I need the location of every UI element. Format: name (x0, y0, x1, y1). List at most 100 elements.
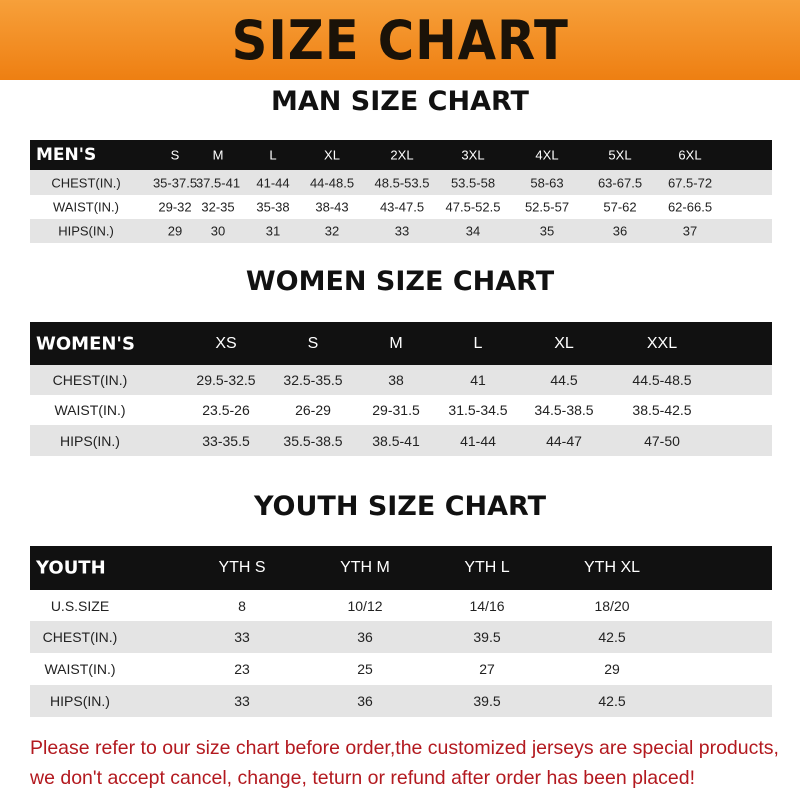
size-column-header: XL (324, 147, 340, 163)
table-cell: 44.5 (550, 372, 578, 388)
header-label: MEN'S (36, 145, 97, 165)
table-cell: 31.5-34.5 (448, 402, 508, 418)
table-cell: 10/12 (347, 597, 383, 614)
table-cell: 27 (479, 661, 495, 677)
row-label: HIPS(IN.) (50, 693, 110, 709)
table-cell: 29-32 (158, 199, 192, 215)
table-cell: 14/16 (469, 597, 505, 614)
table-cell: 29 (604, 661, 620, 677)
table-cell: 25 (357, 661, 373, 677)
size-column-header: 6XL (678, 147, 702, 163)
size-column-header: YTH S (218, 559, 266, 576)
table-cell: 32-35 (201, 199, 235, 215)
table-cell: 42.5 (598, 629, 626, 645)
title-banner: SIZE CHART (0, 0, 800, 80)
size-column-header: 3XL (461, 147, 485, 163)
size-column-header: M (389, 334, 403, 352)
table-cell: 39.5 (473, 629, 501, 645)
table-cell: 37 (682, 223, 698, 239)
table-cell: 29.5-32.5 (196, 372, 256, 388)
table-cell: 44-47 (546, 432, 582, 449)
row-label: CHEST(IN.) (51, 175, 121, 190)
table-cell: 36 (612, 223, 628, 239)
header-label: WOMEN'S (36, 333, 135, 354)
table-cell: 32.5-35.5 (283, 372, 343, 388)
size-column-header: 2XL (390, 147, 414, 163)
size-column-header: 4XL (535, 147, 559, 163)
table-cell: 37.5-41 (195, 175, 241, 190)
page-title: SIZE CHART (231, 8, 569, 72)
size-column-header: M (212, 147, 224, 163)
table-row: U.S.SIZE 8 10/12 14/16 18/20 (30, 590, 772, 621)
order-note-line-1: Please refer to our size chart before or… (30, 737, 779, 759)
table-cell: 33 (394, 223, 410, 239)
row-label: U.S.SIZE (50, 597, 110, 614)
table-cell: 32 (324, 223, 340, 239)
table-row: WAIST(IN.) 23 25 27 29 (30, 653, 772, 685)
table-cell: 33-35.5 (202, 432, 250, 449)
table-row: HIPS(IN.) 33 36 39.5 42.5 (30, 685, 772, 717)
row-label: CHEST(IN.) (42, 629, 118, 645)
table-cell: 23 (234, 661, 250, 677)
size-column-header: S (307, 334, 319, 352)
youth-size-table: YOUTH YTH S YTH M YTH L YTH XL U.S.SIZE 8 10/12… (30, 546, 772, 717)
table-cell: 41-44 (256, 175, 290, 190)
size-column-header: YTH XL (583, 559, 641, 576)
women-header-row: WOMEN'S XS S M L XL XXL (30, 322, 772, 365)
size-column-header: S (170, 147, 180, 163)
table-cell: 18/20 (594, 597, 630, 614)
table-cell: 62-66.5 (667, 199, 713, 215)
size-column-header: L (269, 147, 277, 163)
size-column-header: 5XL (608, 147, 632, 163)
order-note: Please refer to our size chart before or… (30, 733, 790, 793)
row-label: WAIST(IN.) (54, 402, 126, 418)
table-cell: 38.5-41 (372, 432, 420, 449)
table-cell: 33 (234, 693, 250, 709)
table-cell: 29-31.5 (372, 402, 420, 418)
table-cell: 36 (357, 693, 373, 709)
table-cell: 43-47.5 (379, 199, 425, 215)
size-column-header: YTH L (464, 559, 510, 576)
table-row: CHEST(IN.) 35-37.5 37.5-41 41-44 44-48.5 48.5… (30, 170, 772, 195)
table-cell: 48.5-53.5 (374, 175, 430, 190)
row-label: WAIST(IN.) (53, 199, 119, 215)
women-size-table: WOMEN'S XS S M L XL XXL CHEST(IN.) 29.5-32.5 32.5… (30, 322, 772, 456)
table-cell: 47-50 (644, 432, 680, 449)
table-row: WAIST(IN.) 23.5-26 26-29 29-31.5 31.5-34.5 34… (30, 395, 772, 425)
table-cell: 34.5-38.5 (534, 402, 594, 418)
table-cell: 44-48.5 (309, 175, 355, 190)
table-row: CHEST(IN.) 29.5-32.5 32.5-35.5 38 41 44.5 44.5… (30, 365, 772, 395)
table-cell: 26-29 (295, 402, 331, 418)
table-cell: 41 (470, 372, 486, 388)
table-cell: 30 (210, 223, 226, 239)
men-header-row: MEN'S S M L XL 2XL 3XL 4XL 5XL 6XL (30, 140, 772, 170)
table-cell: 58-63 (530, 175, 564, 190)
table-row: CHEST(IN.) 33 36 39.5 42.5 (30, 621, 772, 653)
table-cell: 38 (388, 372, 404, 388)
table-cell: 35 (539, 223, 555, 239)
youth-header-row: YOUTH YTH S YTH M YTH L YTH XL (30, 546, 772, 590)
women-section-title: WOMEN SIZE CHART (245, 266, 555, 297)
table-cell: 36 (357, 629, 373, 645)
table-row: HIPS(IN.) 33-35.5 35.5-38.5 38.5-41 41-44 44-… (30, 425, 772, 456)
men-size-table: MEN'S S M L XL 2XL 3XL 4XL 5XL 6XL CHEST(IN.) 35-37… (30, 140, 772, 243)
table-row: WAIST(IN.) 29-32 32-35 35-38 38-43 43-47.5 47.… (30, 195, 772, 219)
row-label: WAIST(IN.) (44, 661, 116, 677)
table-cell: 47.5-52.5 (445, 199, 501, 215)
size-column-header: XS (215, 334, 237, 352)
table-cell: 57-62 (603, 199, 637, 215)
table-cell: 31 (265, 223, 281, 239)
table-cell: 35-37.5 (152, 175, 198, 190)
table-cell: 23.5-26 (202, 402, 250, 418)
table-cell: 29 (167, 223, 183, 239)
table-cell: 42.5 (598, 693, 626, 709)
size-column-header: XL (554, 334, 574, 352)
table-cell: 8 (238, 597, 246, 614)
table-cell: 39.5 (473, 693, 501, 709)
header-label: YOUTH (36, 557, 106, 579)
youth-section-title: YOUTH SIZE CHART (253, 491, 547, 522)
row-label: HIPS(IN.) (58, 223, 114, 239)
table-cell: 53.5-58 (450, 175, 496, 190)
table-cell: 35-38 (256, 199, 290, 215)
size-column-header: XXL (646, 334, 678, 352)
